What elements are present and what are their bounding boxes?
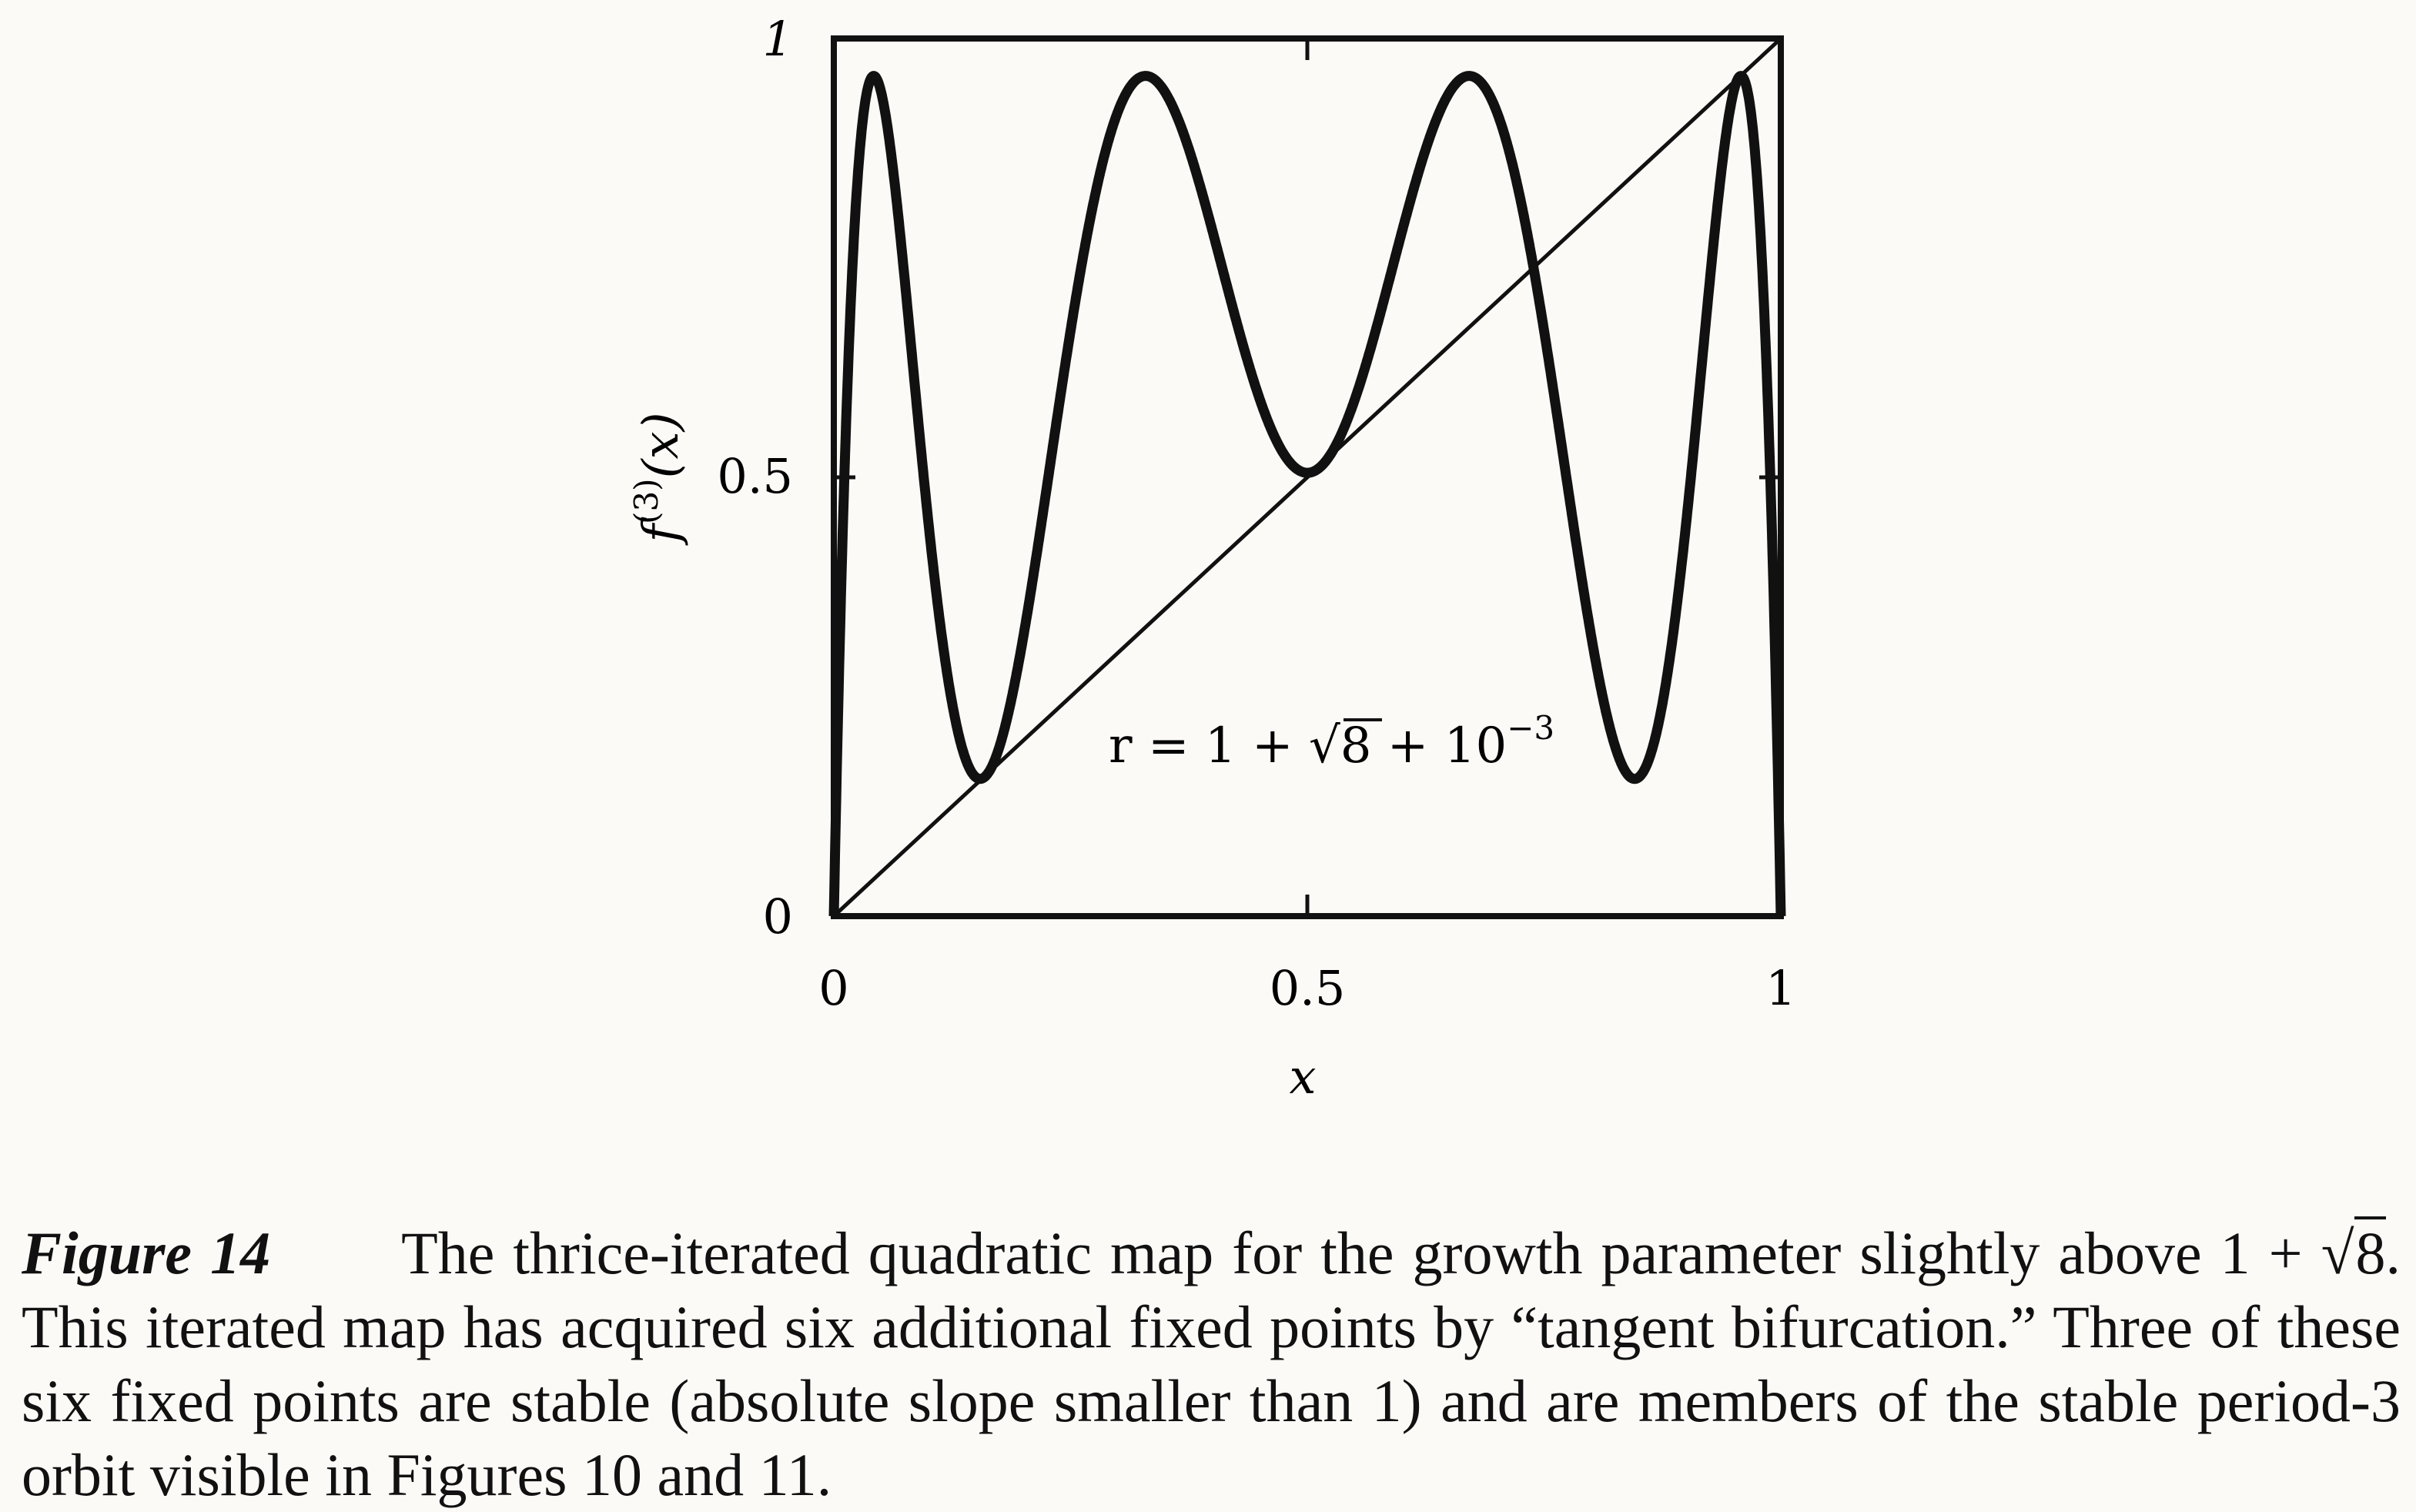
annotation-exponent: −3	[1507, 709, 1554, 747]
y-axis-label-sup: (3)	[627, 478, 665, 524]
annotation-lhs: r = 1 +	[1109, 718, 1309, 774]
annotation-radicand: 8	[1340, 718, 1372, 774]
y-tick-label-0.5: 0.5	[717, 448, 793, 504]
y-tick-label-0: 0	[763, 888, 793, 945]
caption-text-rest: . This iterated map has acquired six add…	[22, 1219, 2401, 1508]
figure-caption: Figure 14 The thrice-iterated quadratic m…	[22, 1216, 2401, 1512]
x-tick-label-0.5: 0.5	[1270, 960, 1346, 1016]
growth-parameter-annotation: r = 1 + √8 + 10−3	[1109, 709, 1554, 774]
figure-label: Figure 14	[22, 1219, 271, 1286]
caption-text-start: The thrice-iterated quadratic map for th…	[401, 1219, 2321, 1286]
annotation-power-base: + 10	[1371, 718, 1507, 774]
caption-sqrt: √8	[2321, 1216, 2386, 1286]
f3-curve	[828, 71, 1786, 917]
annotation-radical-sign: √	[1309, 718, 1340, 774]
y-axis-label-arg: (x)	[633, 412, 690, 478]
caption-sqrt-arg: 8	[2354, 1216, 2386, 1286]
y-axis-label: f(3)(x)	[627, 412, 690, 545]
plot-area	[828, 35, 1786, 919]
x-tick-label-1: 1	[1765, 960, 1795, 1016]
x-axis-label: x	[1290, 1049, 1317, 1105]
y-tick-label-1: 1	[763, 11, 793, 67]
x-tick-label-0: 0	[818, 960, 848, 1016]
